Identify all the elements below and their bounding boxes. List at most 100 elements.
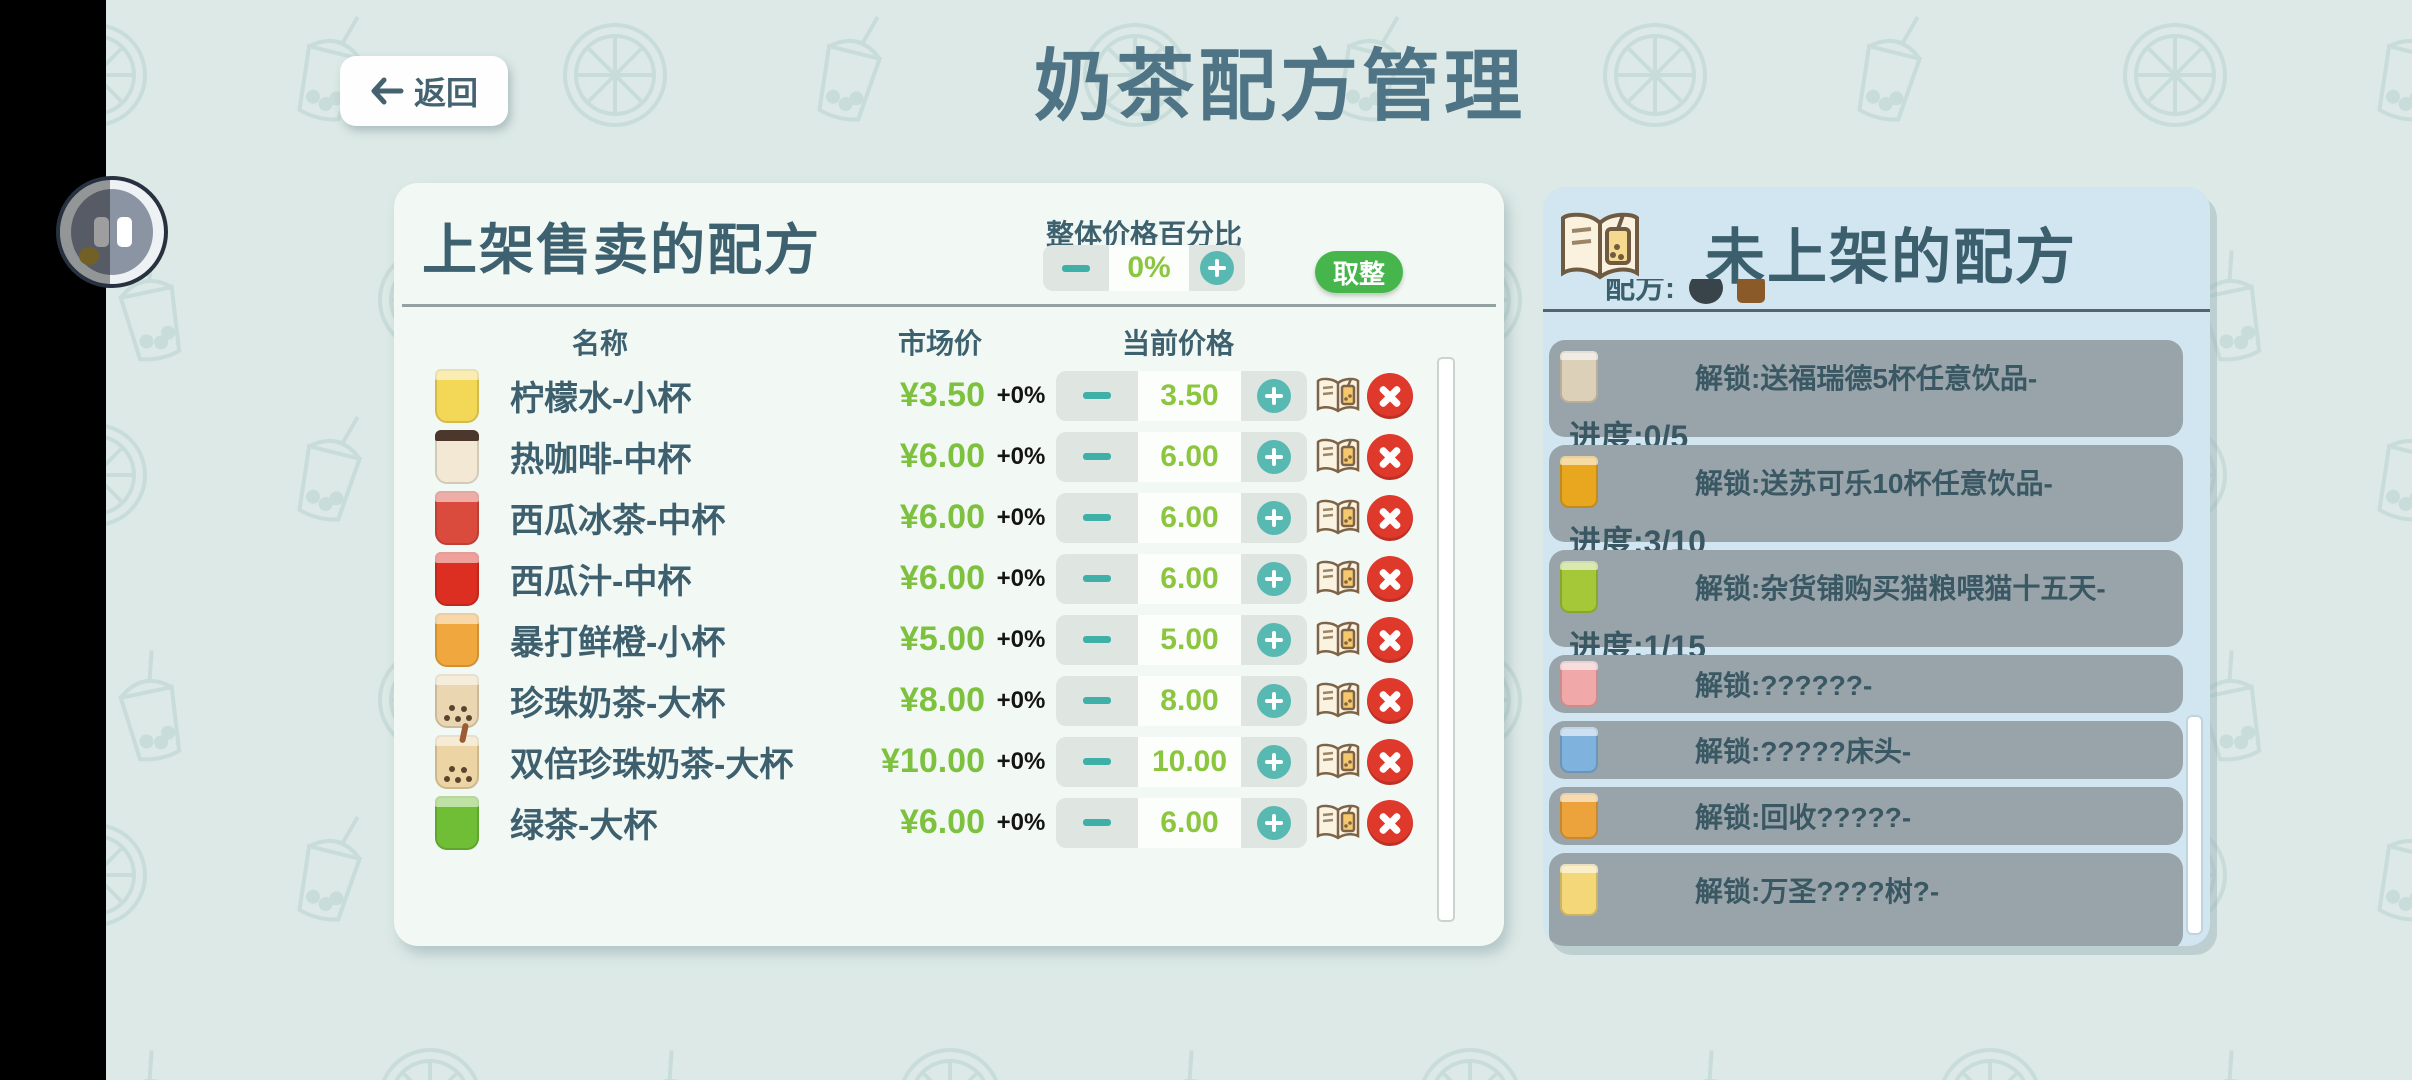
minus-icon	[1083, 697, 1111, 704]
increase-price-button[interactable]	[1241, 432, 1307, 482]
pineapple-drink-icon	[1560, 864, 1598, 916]
percent-value: 0%	[1109, 245, 1189, 291]
market-price: ¥6.00	[899, 559, 985, 597]
listed-recipes-panel: 上架售卖的配方 整体价格百分比 0% 取整 名称 市场价 当前价格 柠檬水-小杯…	[394, 183, 1504, 946]
pearl-milk-tea-cup-icon	[435, 673, 479, 728]
back-arrow-icon	[371, 77, 404, 105]
remove-recipe-button[interactable]	[1367, 555, 1413, 602]
locked-recipe-item[interactable]: 解锁:?????床头-	[1549, 721, 2183, 779]
price-stepper: 3.50	[1056, 370, 1307, 421]
price-percent-delta: +0%	[996, 747, 1046, 775]
unlisted-panel-scrollbar[interactable]	[2186, 715, 2203, 935]
price-percent-delta: +0%	[996, 381, 1046, 409]
recipe-book-button[interactable]	[1315, 375, 1361, 417]
unlock-condition: 解锁:杂货铺购买猫粮喂猫十五天-	[1695, 573, 2106, 604]
recipe-row: 西瓜汁-中杯 ¥6.00 +0% 6.00	[394, 548, 1504, 609]
decrease-price-button[interactable]	[1056, 798, 1138, 848]
recipe-book-button[interactable]	[1315, 680, 1361, 722]
partially-scrolled-item[interactable]: 配方:	[1543, 279, 2193, 311]
increase-price-button[interactable]	[1241, 737, 1307, 787]
percent-decrease-button[interactable]	[1043, 245, 1109, 291]
percent-increase-button[interactable]	[1189, 245, 1245, 291]
recipe-row: 柠檬水-小杯 ¥3.50 +0% 3.50	[394, 365, 1504, 426]
listed-panel-title: 上架售卖的配方	[422, 219, 822, 281]
orange-juice-icon	[1560, 456, 1598, 508]
locked-recipe-item[interactable]: 解锁:万圣????树?-	[1549, 853, 2183, 946]
decrease-price-button[interactable]	[1056, 676, 1138, 726]
left-letterbox-bar	[0, 0, 106, 1080]
column-header-market-price: 市场价	[897, 328, 982, 359]
current-price-value: 3.50	[1138, 370, 1241, 421]
market-price: ¥10.00	[881, 742, 985, 780]
locked-recipe-item[interactable]: 解锁:??????-	[1549, 655, 2183, 713]
price-percent-delta: +0%	[996, 442, 1046, 470]
increase-price-button[interactable]	[1241, 493, 1307, 543]
minus-icon	[1062, 264, 1090, 272]
market-price: ¥6.00	[899, 803, 985, 841]
minus-icon	[1083, 514, 1111, 521]
recipe-book-icon	[1316, 438, 1360, 474]
decrease-price-button[interactable]	[1056, 493, 1138, 543]
decrease-price-button[interactable]	[1056, 432, 1138, 482]
assistive-floating-button[interactable]	[56, 176, 168, 288]
remove-recipe-button[interactable]	[1367, 799, 1413, 846]
notification-dot	[79, 247, 99, 265]
pause-icon	[71, 189, 153, 275]
recipe-book-icon	[1316, 743, 1360, 779]
increase-price-button[interactable]	[1241, 554, 1307, 604]
recipe-name: 双倍珍珠奶茶-大杯	[510, 746, 794, 784]
page-title: 奶茶配方管理	[1033, 42, 1526, 130]
decrease-price-button[interactable]	[1056, 737, 1138, 787]
recipe-name: 西瓜汁-中杯	[510, 563, 692, 601]
locked-recipe-item[interactable]: 解锁:杂货铺购买猫粮喂猫十五天- 进度:1/15	[1549, 550, 2183, 665]
market-price: ¥6.00	[899, 437, 985, 475]
recipe-row: 双倍珍珠奶茶-大杯 ¥10.00 +0% 10.00	[394, 722, 1504, 792]
locked-recipes-list: 解锁:送福瑞德5杯任意饮品- 进度:0/5 解锁:送苏可乐10杯任意饮品- 进度…	[1549, 340, 2183, 946]
decrease-price-button[interactable]	[1056, 615, 1138, 665]
decrease-price-button[interactable]	[1056, 554, 1138, 604]
recipe-book-button[interactable]	[1315, 558, 1361, 600]
decrease-price-button[interactable]	[1056, 371, 1138, 421]
lemon-water-cup-icon	[435, 368, 479, 423]
remove-recipe-button[interactable]	[1367, 616, 1413, 663]
increase-price-button[interactable]	[1241, 798, 1307, 848]
back-button[interactable]: 返回	[340, 56, 508, 126]
remove-recipe-button[interactable]	[1367, 372, 1413, 419]
recipe-row: 西瓜冰茶-中杯 ¥6.00 +0% 6.00	[394, 487, 1504, 548]
recipe-book-button[interactable]	[1315, 497, 1361, 539]
locked-recipe-item[interactable]: 解锁:回收?????-	[1549, 787, 2183, 845]
market-price: ¥6.00	[899, 498, 985, 536]
unlock-condition: 解锁:万圣????树?-	[1695, 876, 1940, 907]
recipe-book-button[interactable]	[1315, 741, 1361, 783]
recipe-book-button[interactable]	[1315, 619, 1361, 661]
recipe-name: 热咖啡-中杯	[510, 441, 692, 479]
plus-icon	[1257, 500, 1291, 535]
round-prices-button[interactable]: 取整	[1315, 251, 1403, 293]
unlock-condition: 解锁:?????床头-	[1695, 736, 1912, 767]
minus-icon	[1083, 819, 1111, 826]
listed-panel-scrollbar[interactable]	[1437, 357, 1455, 922]
recipe-book-icon	[1316, 621, 1360, 657]
double-pearl-milk-tea-cup-icon	[435, 722, 479, 789]
locked-recipe-item[interactable]: 解锁:送福瑞德5杯任意饮品- 进度:0/5	[1549, 340, 2183, 455]
minus-icon	[1083, 575, 1111, 582]
price-stepper: 8.00	[1056, 675, 1307, 726]
locked-recipe-item[interactable]: 解锁:送苏可乐10杯任意饮品- 进度:3/10	[1549, 445, 2183, 560]
increase-price-button[interactable]	[1241, 676, 1307, 726]
ingredient-icon-brown	[1737, 279, 1765, 303]
back-button-label: 返回	[413, 75, 478, 111]
empty-cup-icon	[1560, 351, 1598, 403]
price-percent-delta: +0%	[996, 686, 1046, 714]
current-price-value: 6.00	[1138, 553, 1241, 604]
remove-recipe-button[interactable]	[1367, 677, 1413, 724]
increase-price-button[interactable]	[1241, 371, 1307, 421]
increase-price-button[interactable]	[1241, 615, 1307, 665]
price-percent-label: 整体价格百分比	[1045, 219, 1242, 250]
plus-icon	[1257, 378, 1291, 413]
recipe-book-button[interactable]	[1315, 802, 1361, 844]
current-price-value: 5.00	[1138, 614, 1241, 665]
remove-recipe-button[interactable]	[1367, 494, 1413, 541]
remove-recipe-button[interactable]	[1367, 433, 1413, 480]
remove-recipe-button[interactable]	[1367, 738, 1413, 785]
recipe-book-button[interactable]	[1315, 436, 1361, 478]
